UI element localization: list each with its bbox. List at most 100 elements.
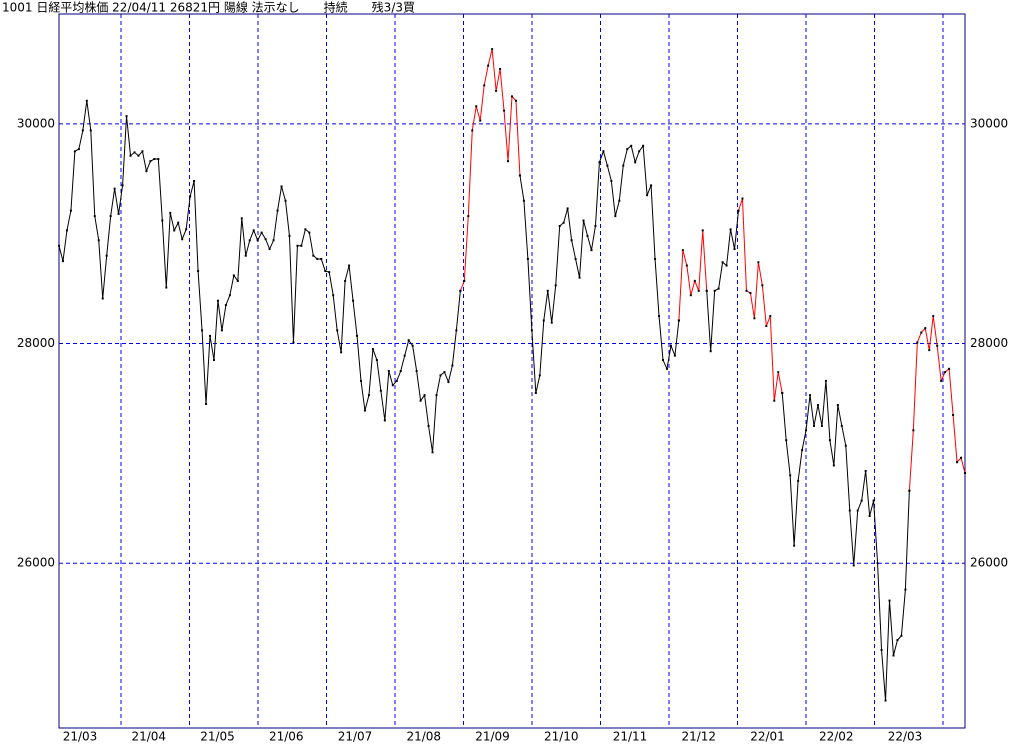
price-dot (423, 394, 426, 397)
price-dot (920, 331, 923, 334)
price-dot (272, 239, 275, 242)
price-dot (622, 164, 625, 167)
price-dot (852, 564, 855, 567)
price-dot (340, 351, 343, 354)
price-line (678, 230, 708, 321)
price-dot (566, 207, 569, 210)
price-dot (737, 209, 740, 212)
price-dot (574, 257, 577, 260)
price-dot (284, 199, 287, 202)
price-dot (904, 588, 907, 591)
price-dot (503, 109, 506, 112)
price-dot (836, 404, 839, 407)
price-dot (300, 244, 303, 247)
price-dot (745, 289, 748, 292)
price-dot (419, 399, 422, 402)
price-dot (435, 394, 438, 397)
price-dot (232, 274, 235, 277)
price-dot (789, 474, 792, 477)
price-dot (73, 150, 76, 153)
price-dot (741, 197, 744, 200)
price-dot (292, 341, 295, 344)
price-dot (586, 234, 589, 237)
x-tick-label: 21/06 (269, 730, 304, 744)
price-dot (264, 238, 267, 241)
price-dot (658, 315, 661, 318)
price-dot (681, 249, 684, 252)
price-dot (820, 424, 823, 427)
price-dot (209, 334, 211, 337)
price-dot (809, 394, 812, 397)
price-dot (948, 367, 951, 370)
price-dot (137, 154, 140, 157)
price-dot (856, 509, 859, 512)
price-dot (542, 319, 545, 322)
price-dot (832, 464, 835, 467)
price-dot (367, 394, 370, 397)
price-dot (205, 402, 208, 405)
price-dot (646, 194, 649, 197)
price-dot (69, 209, 72, 212)
price-dot (101, 297, 104, 300)
price-dot (606, 164, 609, 167)
price-dot (662, 359, 664, 362)
price-dot (721, 261, 724, 264)
price-dot (153, 157, 156, 160)
price-dot (729, 228, 732, 231)
price-dot (526, 257, 529, 260)
price-dot (888, 599, 891, 602)
price-dot (336, 329, 339, 332)
price-dot (228, 294, 231, 297)
price-dot (312, 254, 315, 257)
price-dot (244, 254, 247, 257)
price-dot (391, 384, 394, 387)
price-dot (296, 244, 299, 247)
price-dot (944, 371, 947, 374)
price-dot (522, 199, 525, 202)
price-dot (769, 315, 772, 318)
price-dot (260, 231, 263, 234)
price-dot (685, 264, 688, 267)
price-dot (797, 479, 800, 482)
price-dot (81, 129, 84, 132)
price-dot (491, 48, 494, 51)
price-dot (121, 184, 124, 187)
price-dot (447, 380, 450, 383)
price-line (738, 198, 783, 401)
price-dot (673, 354, 676, 357)
price-dot (248, 239, 251, 242)
price-dot (463, 279, 466, 282)
y-tick-label: 30000 (17, 116, 55, 130)
price-line (459, 49, 521, 291)
x-tick-label: 21/09 (475, 730, 510, 744)
price-dot (165, 286, 168, 289)
price-dot (236, 279, 239, 282)
price-dot (570, 239, 573, 242)
plot-frame (58, 13, 966, 729)
price-dot (212, 359, 215, 362)
price-dot (697, 289, 700, 292)
x-tick-label: 21/03 (63, 730, 98, 744)
price-dot (650, 184, 653, 187)
price-dot (483, 84, 486, 87)
price-dot (443, 371, 446, 374)
x-tick-label: 21/08 (406, 730, 441, 744)
price-dot (634, 161, 637, 164)
price-dot (582, 219, 585, 222)
price-dot (451, 364, 454, 367)
price-dot (840, 424, 843, 427)
price-dot (197, 270, 200, 273)
price-dot (403, 354, 406, 357)
price-dot (828, 439, 831, 442)
price-dot (145, 170, 148, 173)
price-dot (276, 209, 279, 212)
price-dot (344, 279, 347, 282)
chart-title: 1001 日経平均株価 22/04/11 26821円 陽線 法示なし 持続 残… (2, 0, 415, 15)
price-dot (960, 456, 963, 459)
price-dot (884, 699, 887, 702)
y2-tick-label: 26000 (970, 556, 1008, 570)
price-dot (693, 279, 696, 282)
price-dot (216, 299, 219, 302)
price-dot (328, 271, 331, 274)
price-dot (630, 144, 633, 147)
